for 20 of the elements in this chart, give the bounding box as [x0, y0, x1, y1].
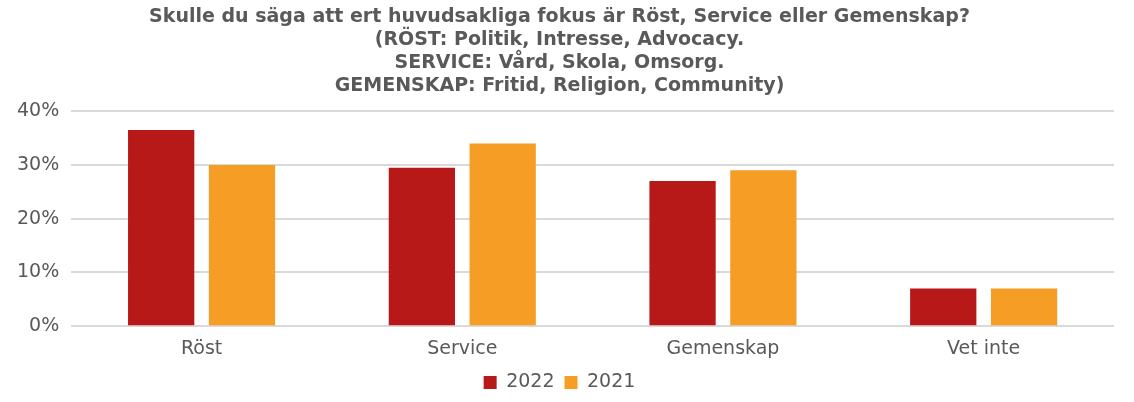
bar: [910, 288, 977, 326]
bar: [128, 130, 195, 326]
bar: [208, 164, 276, 326]
y-tick-label: 30%: [17, 151, 60, 174]
chart-title: Skulle du säga att ert huvudsakliga fokus är Röst, Service eller Gemenskap? (RÖST: Politik, Intresse, Advocacy. SERVICE: Vård, Skola, Omsorg. GEMENSKAP: Fritid, Religion, Community): [149, 4, 970, 95]
legend-label: 2022: [506, 369, 555, 392]
x-tick-label: Röst: [180, 335, 223, 358]
y-tick-label: 40%: [17, 98, 60, 121]
bar: [730, 170, 797, 326]
x-tick-label: Gemenskap: [666, 335, 780, 358]
bar: [388, 167, 455, 326]
bar: [990, 288, 1058, 326]
bar: [649, 181, 716, 326]
y-tick-label: 0%: [29, 313, 60, 336]
x-tick-label: Vet inte: [947, 335, 1021, 358]
y-tick-label: 20%: [17, 205, 60, 228]
bar: [469, 143, 536, 326]
y-tick-label: 10%: [17, 259, 60, 282]
x-tick-label: Service: [427, 335, 498, 358]
legend-label: 2021: [587, 369, 636, 392]
